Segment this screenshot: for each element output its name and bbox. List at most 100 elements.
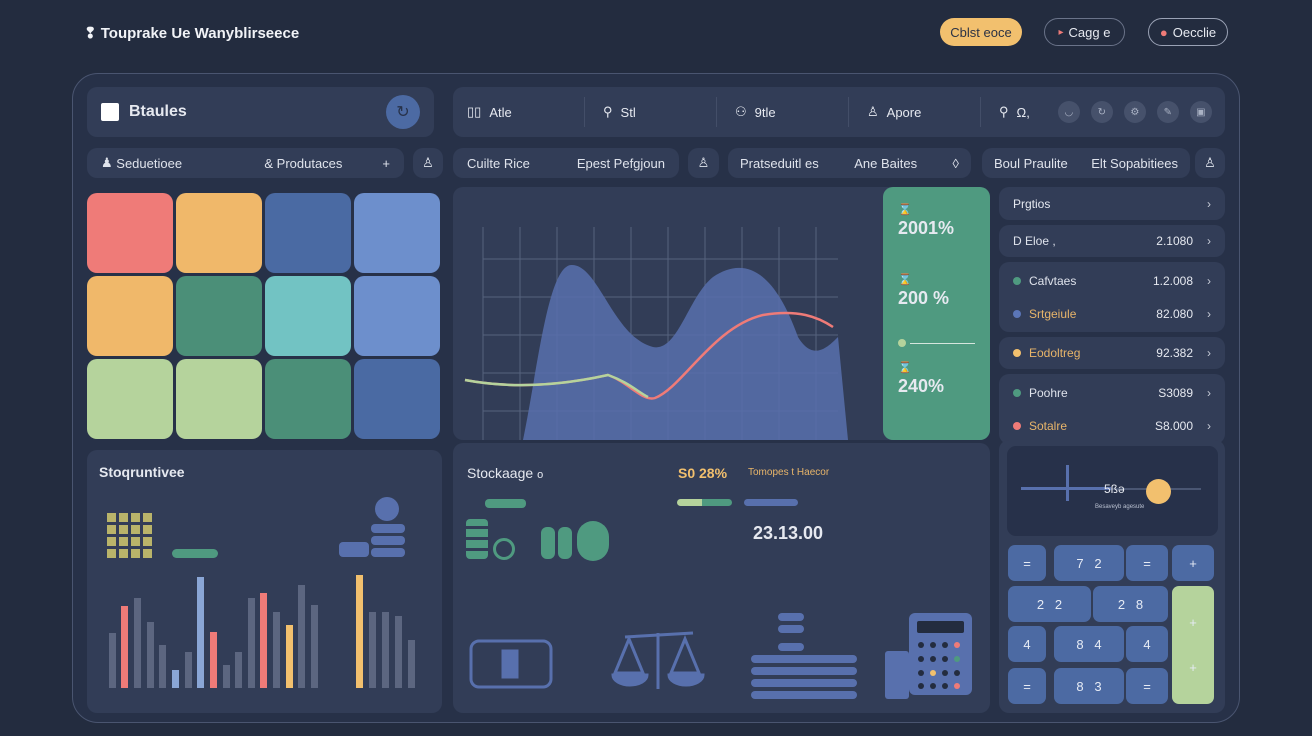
calculator-key[interactable]: 7 2 — [1054, 545, 1124, 581]
list-item[interactable]: Cafvtaes 1.2.008 › — [999, 264, 1225, 297]
color-tile[interactable] — [265, 359, 351, 439]
status-dot — [1013, 388, 1021, 397]
calculator-display: 5ßə Besaveyb agesute — [1007, 446, 1218, 536]
list-item[interactable]: D Eloe , 2.1080 › — [999, 225, 1225, 257]
color-tile[interactable] — [87, 276, 173, 356]
nav-item-stl[interactable]: ⚲ Stl — [585, 97, 717, 127]
calculator-key[interactable]: 8 3 — [1054, 668, 1124, 704]
bar — [185, 652, 192, 688]
filter-1[interactable]: ♟ Seduetioee & Produtaces + — [87, 148, 404, 178]
battery-icon — [541, 527, 555, 559]
filter-4[interactable]: Boul Praulite Elt Sopabitiees — [982, 148, 1190, 178]
status-dot — [1013, 421, 1021, 430]
pin-icon: ⚲ — [603, 104, 613, 119]
list-item[interactable]: Sotalre S8.000 › — [999, 409, 1225, 442]
settings-icon[interactable]: ⚙ — [1123, 101, 1146, 123]
filter-user-button-4[interactable]: ♙ — [1195, 148, 1225, 178]
clock-icon — [493, 538, 515, 560]
chevron-right-icon: › — [1207, 418, 1211, 433]
color-tile[interactable] — [265, 276, 351, 356]
bar — [286, 625, 293, 688]
stack-icon — [339, 497, 407, 559]
nav-item-9tle[interactable]: ⚇ 9tle — [717, 97, 849, 127]
color-tile[interactable] — [354, 193, 440, 273]
list-group: Eodoltreg 92.382 › — [999, 337, 1225, 369]
bar-panel: Stoqruntivee — [87, 450, 442, 713]
calculator-key[interactable]: 2 2 — [1008, 586, 1091, 622]
color-tile[interactable] — [176, 193, 262, 273]
brand-panel: Btaules ↻ — [87, 87, 434, 137]
calculator-key[interactable]: 4 — [1008, 626, 1046, 662]
nav-item-apore[interactable]: ♙ Apore — [849, 97, 981, 127]
list-item[interactable]: Srtgeiule 82.080 › — [999, 297, 1225, 330]
status-dot — [1013, 309, 1021, 318]
calculator-key[interactable]: = — [1126, 545, 1168, 581]
user-button[interactable]: ● Oecclie — [1148, 18, 1228, 46]
list-item-value: 1.2.008 — [1152, 273, 1193, 288]
storage-icons — [469, 613, 972, 699]
search-icon: ⚲ — [999, 104, 1009, 119]
calculator-key[interactable]: + + — [1172, 586, 1214, 704]
shelf-icon — [469, 639, 553, 689]
slider-track[interactable] — [1021, 487, 1111, 490]
color-tile[interactable] — [354, 359, 440, 439]
calculator-key[interactable]: 8 4 — [1054, 626, 1124, 662]
chevron-right-icon: › — [1207, 306, 1211, 321]
filter-user-button-1[interactable]: ♙ — [413, 148, 443, 178]
circle-icon[interactable]: ◡ — [1057, 101, 1080, 123]
refresh-icon[interactable]: ↻ — [1090, 101, 1113, 123]
box-icon[interactable]: ▣ — [1189, 101, 1212, 123]
plus-icon: + — [1189, 660, 1197, 675]
calculator-key[interactable]: + — [1172, 545, 1214, 581]
bar — [210, 632, 217, 688]
list-item-value: S8.000 — [1154, 418, 1193, 433]
primary-button[interactable]: Cblst eoce — [940, 18, 1022, 46]
color-tile[interactable] — [87, 359, 173, 439]
nav-item-atle[interactable]: ▯▯ Atle — [453, 97, 585, 127]
bar — [235, 652, 242, 688]
slider-knob[interactable] — [1146, 479, 1171, 504]
status-dot — [1013, 349, 1021, 357]
refresh-button[interactable]: ↻ — [386, 95, 420, 129]
bar — [159, 645, 166, 688]
mouse-icon — [577, 521, 609, 561]
list-item-value: 92.382 — [1156, 346, 1193, 360]
bar — [121, 606, 128, 688]
scale-icon — [611, 631, 705, 689]
edit-icon[interactable]: ✎ — [1156, 101, 1179, 123]
list-item[interactable]: Eodoltreg 92.382 › — [999, 337, 1225, 369]
tag-button[interactable]: ▸ Cagg e — [1044, 18, 1125, 46]
slider[interactable] — [898, 339, 975, 347]
calculator-key[interactable]: 4 — [1126, 626, 1168, 662]
color-tile[interactable] — [265, 193, 351, 273]
list-item-label: D Eloe , — [1013, 234, 1056, 248]
filter-user-button-2[interactable]: ♙ — [688, 148, 719, 178]
chevron-right-icon: › — [1207, 346, 1211, 360]
bar — [134, 598, 141, 688]
color-tile[interactable] — [176, 359, 262, 439]
calculator-key[interactable]: = — [1126, 668, 1168, 704]
nav-item-search[interactable]: ⚲ Ω, — [999, 104, 1030, 120]
list-item-label: Srtgeiule — [1029, 306, 1077, 321]
bar — [369, 612, 376, 688]
color-tile[interactable] — [354, 276, 440, 356]
grid-icon — [107, 513, 152, 558]
calculator-key[interactable]: = — [1008, 668, 1046, 704]
hourglass-icon: ⌛ — [898, 204, 912, 216]
color-tile[interactable] — [176, 276, 262, 356]
filter-3[interactable]: Pratseduitl es Ane Baites ◊ — [728, 148, 971, 178]
list-item-value: 2.1080 — [1156, 234, 1193, 248]
filter-2[interactable]: Cuilte Rice Epest Pefgjoun — [453, 148, 679, 178]
progress-pill — [485, 499, 526, 508]
list-group: D Eloe , 2.1080 › — [999, 225, 1225, 257]
table-icon — [101, 103, 119, 121]
calculator-key[interactable]: = — [1008, 545, 1046, 581]
color-tile[interactable] — [87, 193, 173, 273]
chevron-right-icon: › — [1207, 385, 1211, 400]
list-item-label: Eodoltreg — [1029, 346, 1081, 360]
list-item[interactable]: Poohre S3089 › — [999, 376, 1225, 409]
list-item-value: 82.080 — [1156, 306, 1193, 321]
calculator-key[interactable]: 2 8 — [1093, 586, 1168, 622]
bar — [197, 577, 204, 688]
list-header[interactable]: Prgtios › — [999, 187, 1225, 220]
